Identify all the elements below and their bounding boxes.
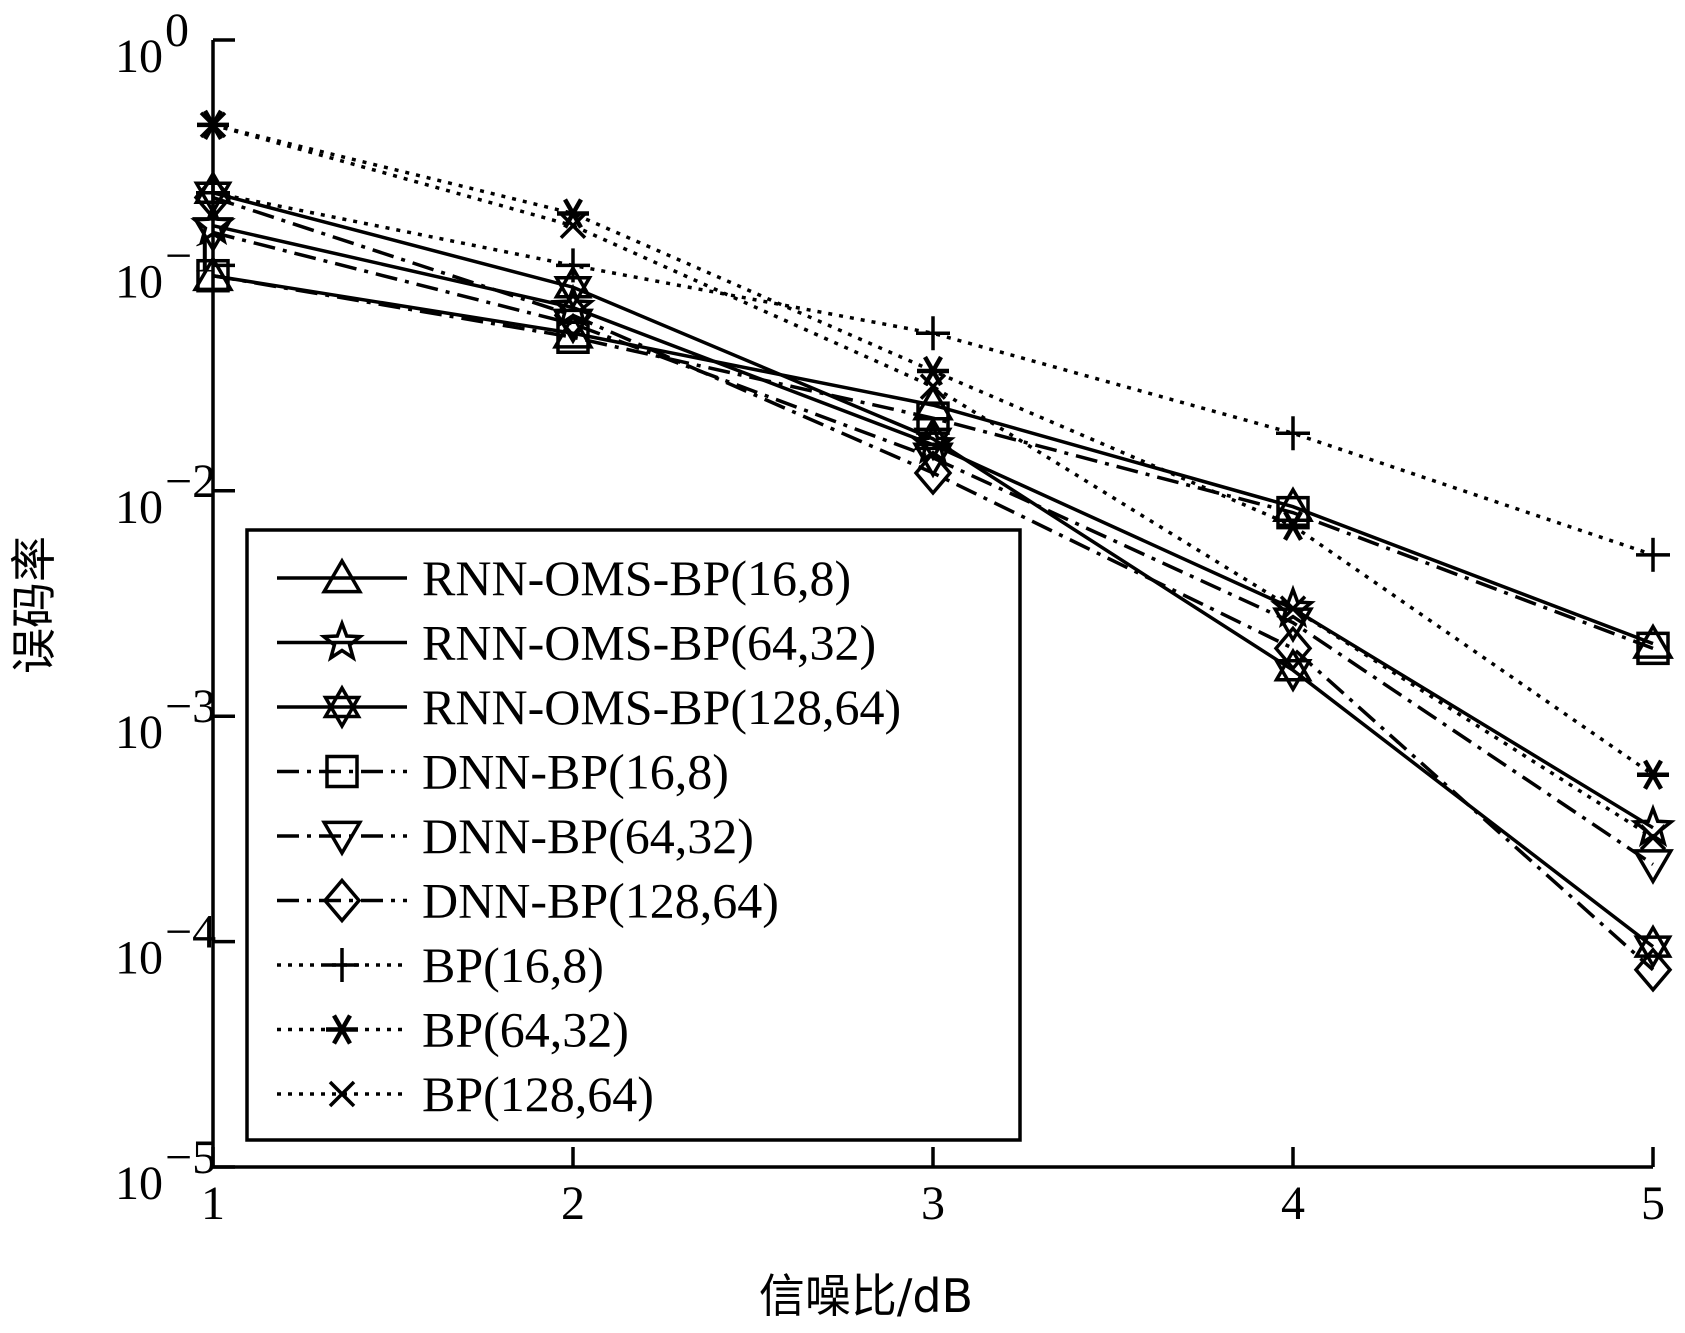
y-tick-exponent: −4 bbox=[165, 906, 216, 959]
y-tick-label: 10 bbox=[115, 932, 163, 985]
series-9 bbox=[199, 111, 1667, 851]
legend-label: RNN-OMS-BP(16,8) bbox=[422, 550, 851, 606]
legend-label: DNN-BP(128,64) bbox=[422, 873, 779, 929]
series-line bbox=[212, 195, 1655, 972]
legend-item: RNN-OMS-BP(128,64) bbox=[277, 679, 901, 735]
legend-item: DNN-BP(16,8) bbox=[277, 744, 729, 800]
data-point bbox=[1636, 537, 1670, 572]
y-tick-label: 10 bbox=[115, 1157, 163, 1210]
y-tick-exponent: −3 bbox=[165, 680, 216, 733]
legend-label: RNN-OMS-BP(64,32) bbox=[422, 615, 876, 671]
legend-marker bbox=[328, 1080, 356, 1108]
data-point bbox=[1632, 849, 1674, 885]
series-line bbox=[212, 273, 1654, 646]
legend-marker bbox=[325, 754, 359, 789]
legend-marker bbox=[321, 820, 363, 857]
legend: RNN-OMS-BP(16,8) RNN-OMS-BP(64,32) RNN-OMS… bbox=[245, 528, 1022, 1142]
data-point bbox=[1633, 947, 1673, 993]
data-point bbox=[1272, 486, 1314, 523]
data-point bbox=[1633, 924, 1673, 970]
y-tick-label: 10 bbox=[115, 255, 163, 308]
legend-marker bbox=[322, 877, 362, 924]
legend-label: BP(64,32) bbox=[422, 1002, 629, 1058]
data-point bbox=[1273, 647, 1313, 693]
x-tick-label: 5 bbox=[1641, 1177, 1665, 1230]
legend-item: BP(64,32) bbox=[277, 1002, 629, 1058]
x-tick-label: 3 bbox=[921, 1177, 945, 1230]
data-point bbox=[1277, 510, 1309, 541]
legend-item: DNN-BP(64,32) bbox=[277, 808, 754, 864]
legend-label: BP(128,64) bbox=[422, 1066, 654, 1122]
data-point bbox=[556, 320, 590, 354]
legend-item: BP(16,8) bbox=[277, 937, 604, 993]
data-point bbox=[1273, 625, 1313, 672]
data-point bbox=[916, 316, 950, 351]
y-tick-label: 10 bbox=[115, 30, 163, 83]
legend-item: RNN-OMS-BP(16,8) bbox=[277, 550, 851, 606]
y-axis-title: 误码率 bbox=[7, 536, 61, 674]
x-tick-label: 4 bbox=[1281, 1177, 1305, 1230]
data-point bbox=[559, 212, 587, 239]
legend-item: BP(128,64) bbox=[277, 1066, 654, 1122]
legend-label: RNN-OMS-BP(128,64) bbox=[422, 679, 901, 735]
legend-item: DNN-BP(128,64) bbox=[277, 873, 779, 929]
legend-marker bbox=[321, 557, 363, 594]
y-tick-exponent: −1 bbox=[165, 229, 216, 282]
data-point bbox=[556, 248, 590, 283]
data-point bbox=[553, 292, 593, 339]
legend-marker bbox=[326, 1014, 358, 1045]
data-point bbox=[913, 450, 953, 496]
series-line bbox=[212, 191, 1655, 949]
x-axis-title: 信噪比/dB bbox=[759, 1269, 973, 1323]
x-tick-label: 2 bbox=[561, 1177, 585, 1230]
data-point bbox=[1632, 623, 1674, 659]
data-point bbox=[919, 373, 947, 400]
data-point bbox=[912, 442, 954, 479]
y-tick-label: 10 bbox=[115, 481, 163, 534]
series-line bbox=[212, 123, 1654, 839]
data-point bbox=[1276, 416, 1310, 451]
data-point bbox=[1636, 631, 1670, 666]
y-tick-exponent: 0 bbox=[165, 4, 189, 57]
series-7 bbox=[196, 175, 1670, 572]
data-point bbox=[1639, 824, 1667, 851]
legend-marker bbox=[325, 948, 359, 982]
y-tick-exponent: −2 bbox=[165, 455, 216, 508]
data-point bbox=[916, 401, 950, 435]
series-line bbox=[212, 273, 1654, 650]
data-point bbox=[1270, 584, 1316, 629]
legend-marker bbox=[322, 684, 362, 730]
x-tick-label: 1 bbox=[201, 1177, 225, 1230]
series-line bbox=[212, 123, 1654, 777]
legend-item: RNN-OMS-BP(64,32) bbox=[277, 615, 876, 671]
legend-label: DNN-BP(16,8) bbox=[422, 744, 729, 800]
data-point bbox=[552, 312, 594, 349]
series-4 bbox=[196, 258, 1670, 666]
data-point bbox=[1637, 759, 1669, 790]
y-tick-exponent: −5 bbox=[165, 1131, 216, 1184]
data-point bbox=[917, 355, 949, 387]
y-tick-label: 10 bbox=[115, 706, 163, 759]
legend-label: DNN-BP(64,32) bbox=[422, 808, 754, 864]
legend-label: BP(16,8) bbox=[422, 937, 604, 993]
series-6 bbox=[193, 174, 1673, 993]
series-layer bbox=[190, 109, 1676, 993]
series-line bbox=[212, 191, 1654, 557]
data-point bbox=[1279, 595, 1307, 622]
legend-marker bbox=[319, 618, 365, 662]
